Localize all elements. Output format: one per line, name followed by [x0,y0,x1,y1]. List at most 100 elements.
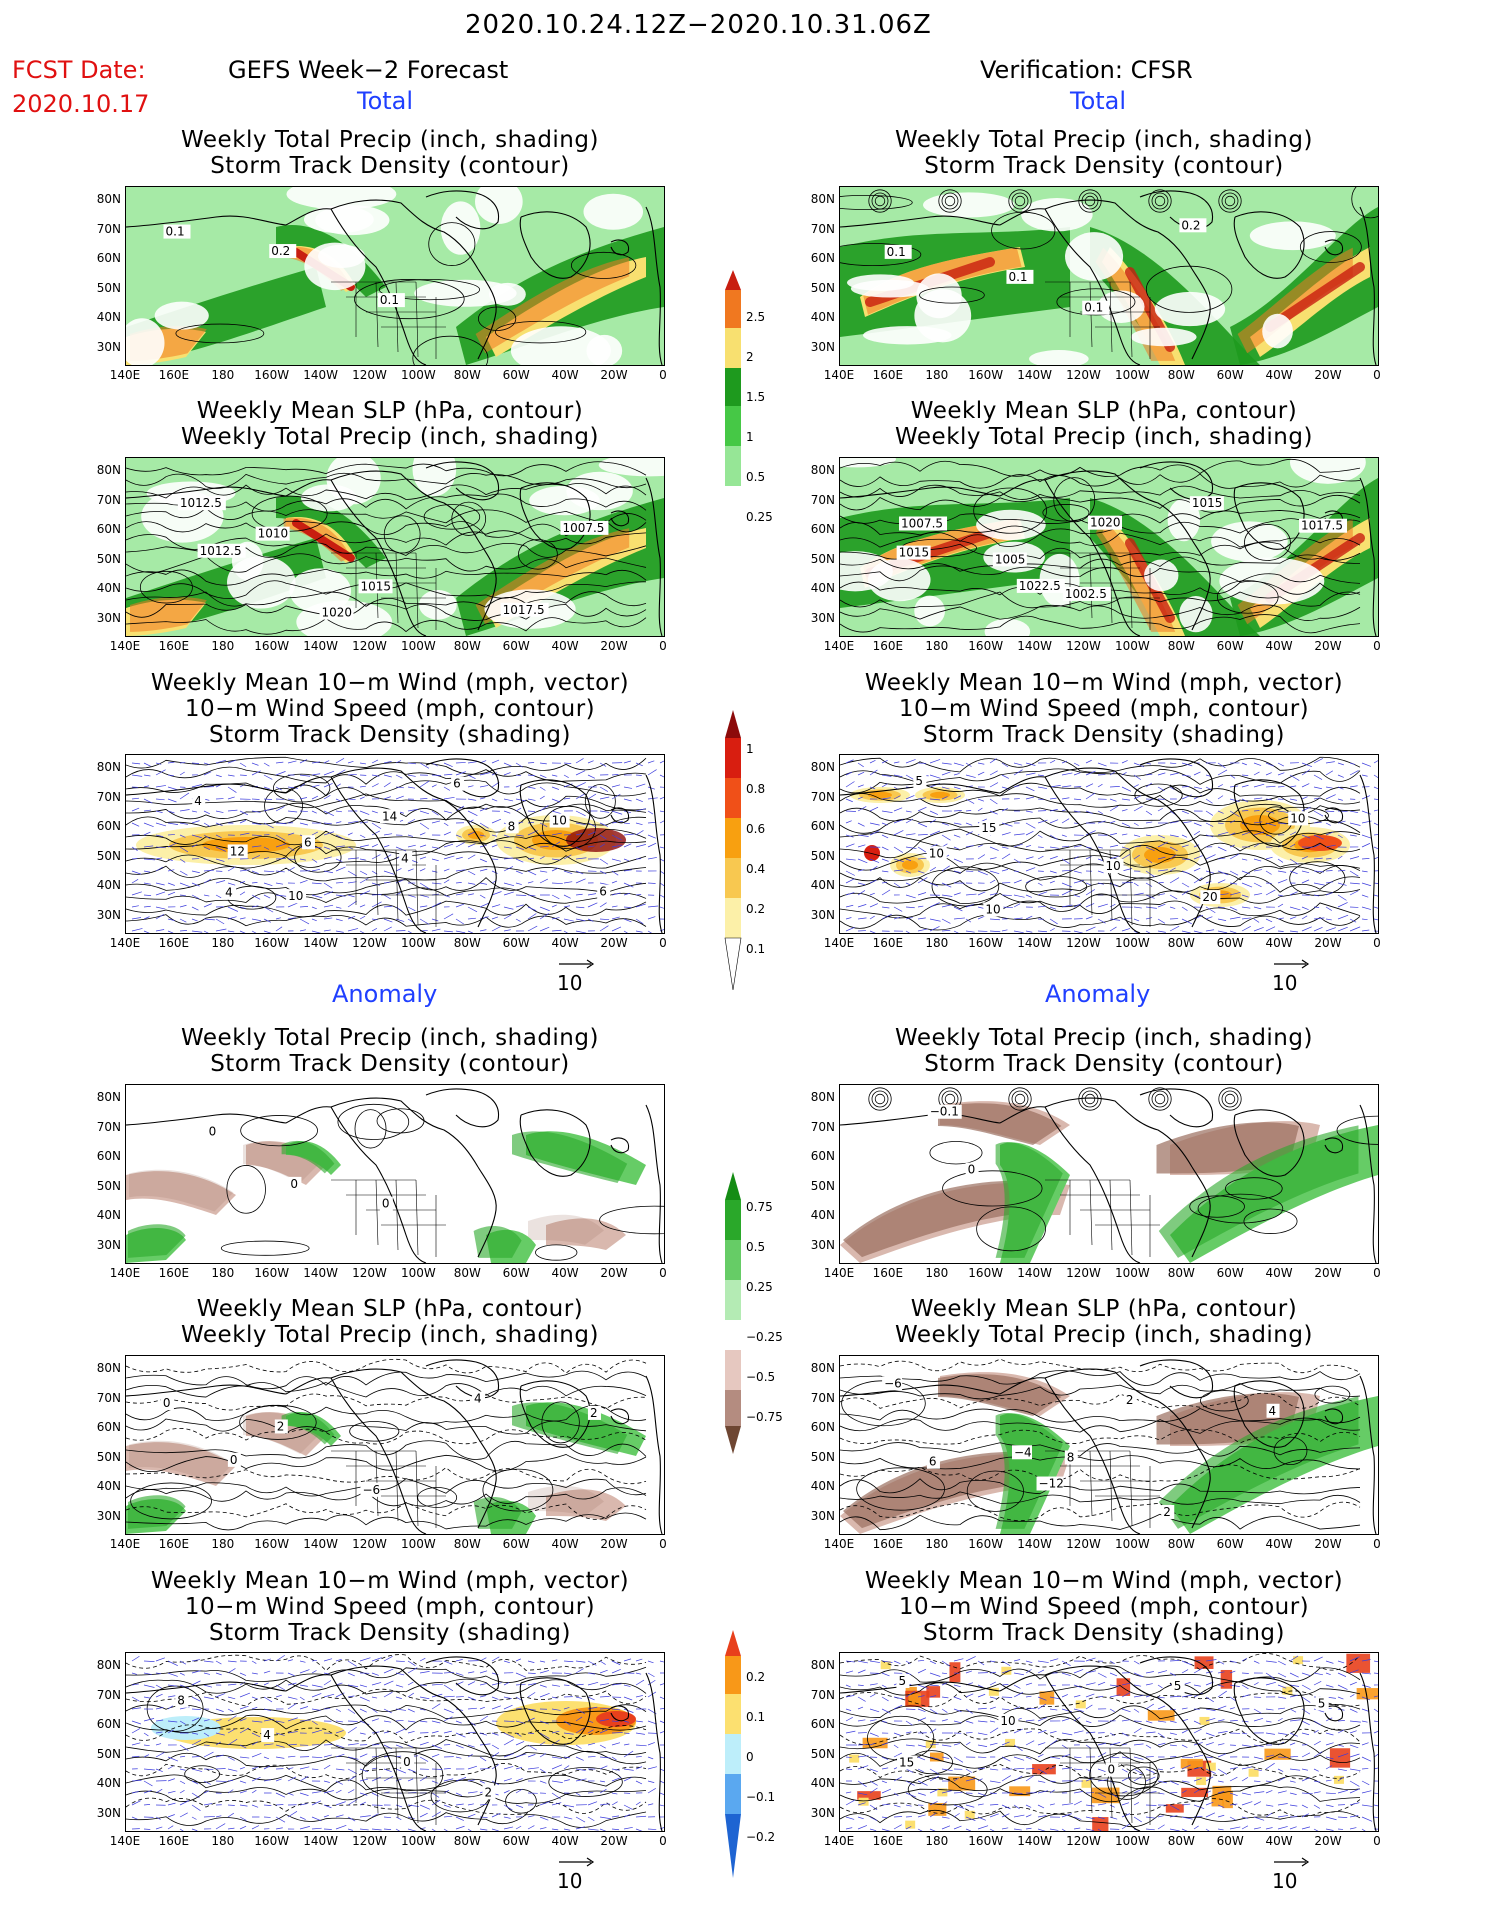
svg-text:0.1: 0.1 [887,245,906,259]
fcst-date-value: 2020.10.17 [12,90,150,118]
contour-label: 0.1 [884,244,912,259]
lon-label: 180 [211,1834,235,1848]
lat-label: 80N [96,1361,121,1375]
contour-label: −6 [360,1482,381,1497]
panel-title-r4: Weekly Total Precip (inch, shading) Storm… [895,1025,1313,1077]
lon-label: 80W [453,936,481,950]
svg-text:0: 0 [163,1396,171,1410]
lat-label: 30N [96,907,121,922]
lon-label: 80W [453,1834,481,1848]
svg-text:0: 0 [209,1124,217,1138]
lat-label: 50N [96,551,121,566]
lon-label: 120W [352,1537,387,1551]
lat-label: 40N [810,1479,835,1493]
lon-label: 100W [401,1537,436,1551]
lon-label: 40W [1265,1266,1293,1280]
lon-label: 40W [1265,1834,1293,1848]
lat-label: 40N [96,581,121,595]
lon-label: 160E [872,368,904,382]
lon-label: 40W [551,936,579,950]
lon-label: 60W [1216,368,1244,382]
lat-label: 70N [810,221,835,236]
lon-label: 160W [968,1834,1004,1848]
lat-label: 50N [810,551,835,566]
lon-label: 80W [1167,639,1195,653]
svg-text:0: 0 [1107,1763,1115,1777]
panel-title-r3: Weekly Mean 10−m Wind (mph, vector) 10−m … [864,670,1344,748]
contour-label: 1020 [319,605,354,620]
colorbar-storm-total: 1 0.8 0.6 0.4 0.2 0.1 [724,710,765,994]
svg-text:10: 10 [1106,859,1121,873]
colorbar-precip-total: 2.5 2 1.5 1 0.5 0.25 [724,270,773,524]
lat-label: 70N [96,492,121,507]
lat-label: 40N [810,581,835,595]
map-r4: −0.1 0 [839,1084,1379,1264]
contour-label: 10 [1288,811,1309,826]
lat-label: 70N [810,1687,835,1702]
svg-text:1017.5: 1017.5 [1301,519,1343,533]
lat-label: 80N [810,1361,835,1375]
cbar-label: 0.5 [746,470,766,484]
lon-label: 140W [1017,936,1052,950]
contour-label: 12 [227,844,248,859]
cbar-label: 0.8 [746,782,766,796]
lon-label: 20W [600,936,628,950]
map-l4: 0 0 0 [125,1084,665,1264]
contour-label: 8 [175,1693,189,1708]
lat-label: 30N [810,907,835,922]
lon-label: 140E [109,639,141,653]
contour-label: 1022.5 [1016,578,1065,593]
lon-label: 100W [1115,1266,1150,1280]
lat-label: 40N [810,878,835,892]
contour-label: 8 [505,819,519,834]
svg-text:5: 5 [898,1674,906,1688]
lon-label: 0 [659,368,667,382]
panel-title-l6: Weekly Mean 10−m Wind (mph, vector) 10−m … [150,1568,630,1646]
lon-label: 160E [158,1537,190,1551]
svg-text:0: 0 [230,1453,238,1467]
lat-label: 80N [810,1090,835,1104]
lat-label: 40N [96,1776,121,1790]
panel-title-r6: Weekly Mean 10−m Wind (mph, vector) 10−m … [864,1568,1344,1646]
lon-label: 40W [1265,639,1293,653]
panel-title-l3: Weekly Mean 10−m Wind (mph, vector) 10−m … [150,670,630,748]
svg-text:20: 20 [1202,890,1217,904]
contour-label: −12 [1036,1476,1064,1491]
left-column-title: GEFS Week−2 Forecast [228,56,509,84]
lon-label: 140W [1017,1266,1052,1280]
lat-label: 50N [810,280,835,295]
lat-label: 60N [96,1149,121,1163]
lat-label: 60N [810,251,835,265]
lon-label: 160E [872,1537,904,1551]
lon-label: 0 [1373,936,1381,950]
panel-title-l4: Weekly Total Precip (inch, shading) Storm… [181,1025,599,1077]
lon-label: 160E [872,1266,904,1280]
lat-label: 30N [96,1508,121,1523]
map-r6: 5 10 0 5 5 15 [839,1652,1379,1832]
map-l1: 0.1 0.2 0.1 [125,186,665,366]
lon-label: 120W [1066,1537,1101,1551]
lon-label: 180 [211,936,235,950]
lat-label: 60N [96,1717,121,1731]
lon-label: 140E [109,1834,141,1848]
contour-label: 2 [1123,1392,1137,1407]
svg-text:6: 6 [599,885,607,899]
svg-text:8: 8 [1067,1450,1075,1464]
svg-text:1020: 1020 [1090,516,1121,530]
lon-label: 100W [401,936,436,950]
period-title: 2020.10.24.12Z−2020.10.31.06Z [465,10,932,40]
lon-label: 0 [659,1537,667,1551]
svg-text:4: 4 [474,1392,482,1406]
contour-label: 4 [1266,1403,1280,1418]
lon-label: 120W [1066,1266,1101,1280]
right-total-label: Total [1070,87,1127,115]
right-column-title: Verification: CFSR [980,56,1193,84]
lon-label: 160W [254,936,290,950]
lon-label: 140E [823,639,855,653]
lon-label: 40W [1265,1537,1293,1551]
lon-label: 180 [925,1834,949,1848]
lon-label: 40W [551,1834,579,1848]
svg-text:2: 2 [1163,1505,1171,1519]
lon-label: 40W [551,1537,579,1551]
lon-label: 0 [1373,368,1381,382]
